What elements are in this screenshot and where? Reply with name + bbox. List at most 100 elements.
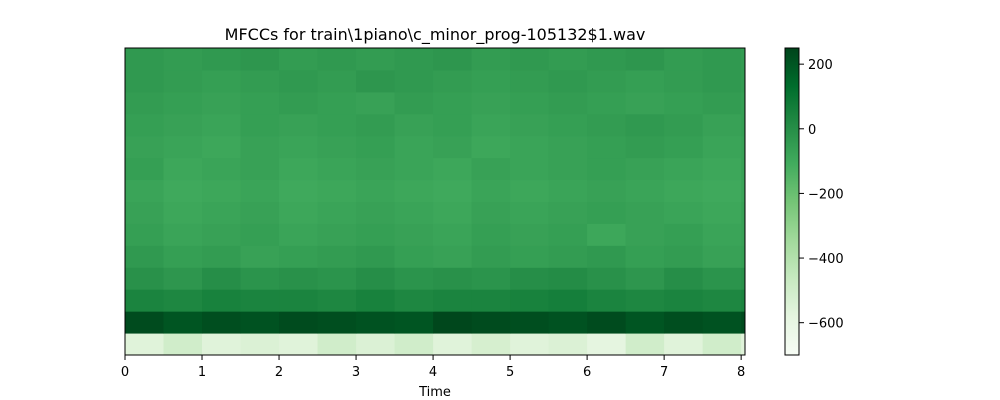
- heatmap-cell: [702, 289, 742, 312]
- heatmap-cell: [125, 69, 165, 93]
- heatmap-cell: [317, 157, 357, 181]
- heatmap-cell: [356, 201, 396, 224]
- heatmap-cell: [163, 91, 203, 115]
- heatmap-cell: [202, 69, 242, 93]
- heatmap-cell: [356, 245, 396, 268]
- heatmap-cell: [202, 135, 242, 159]
- heatmap-cell: [433, 223, 473, 246]
- heatmap-cell: [279, 289, 319, 312]
- colorbar-tick-label: −200: [808, 187, 844, 202]
- heatmap-cell: [356, 179, 396, 202]
- heatmap-cell: [510, 179, 550, 202]
- heatmap-cell: [394, 201, 434, 224]
- heatmap-cell: [317, 48, 357, 71]
- heatmap-cell: [317, 201, 357, 224]
- heatmap-cell: [625, 157, 665, 181]
- heatmap-cell: [548, 223, 588, 246]
- heatmap-cell: [433, 113, 473, 137]
- heatmap-cell: [664, 289, 704, 312]
- heatmap-cell: [394, 245, 434, 268]
- heatmap-cell: [625, 135, 665, 159]
- heatmap-cell: [317, 267, 357, 290]
- x-tick-label: 8: [737, 365, 745, 380]
- colorbar-axis: 200 0 −200 −400 −600: [799, 58, 844, 332]
- heatmap-cell: [625, 179, 665, 202]
- heatmap-cell: [125, 157, 165, 181]
- heatmap-cell: [471, 267, 511, 290]
- heatmap-cell: [317, 179, 357, 202]
- colorbar-tick-label: −600: [808, 317, 844, 332]
- heatmap-cell: [202, 311, 242, 334]
- heatmap-cell: [625, 223, 665, 246]
- heatmap-cell: [240, 91, 280, 115]
- heatmap-cell: [510, 91, 550, 115]
- heatmap-cell: [664, 311, 704, 334]
- x-axis: 0 1 2 3 4 5 6 7 8: [121, 355, 745, 380]
- heatmap-cell: [317, 91, 357, 115]
- heatmap-cell: [279, 179, 319, 202]
- heatmap-cell: [433, 157, 473, 181]
- heatmap-cell: [163, 267, 203, 290]
- heatmap-cell: [433, 311, 473, 334]
- heatmap-cell: [317, 311, 357, 334]
- heatmap-cell: [510, 69, 550, 93]
- heatmap-cell: [625, 289, 665, 312]
- heatmap-cell: [163, 48, 203, 71]
- heatmap-cell: [702, 201, 742, 224]
- heatmap-cell: [702, 91, 742, 115]
- heatmap-cell: [163, 333, 203, 356]
- heatmap-cell: [587, 179, 627, 202]
- heatmap-cell: [394, 333, 434, 356]
- x-tick-label: 5: [506, 365, 514, 380]
- heatmap-cell: [625, 311, 665, 334]
- heatmap-cell: [510, 289, 550, 312]
- heatmap-cell: [202, 48, 242, 71]
- colorbar-tick-label: −400: [808, 252, 844, 267]
- heatmap-cell: [279, 157, 319, 181]
- heatmap-cell: [702, 48, 742, 71]
- heatmap-cell: [510, 333, 550, 356]
- heatmap-cell: [433, 179, 473, 202]
- heatmap-cell: [741, 267, 746, 290]
- heatmap-cell: [202, 179, 242, 202]
- heatmap-cell: [125, 245, 165, 268]
- heatmap-cell: [741, 48, 746, 71]
- heatmap-cell: [510, 48, 550, 71]
- heatmap-cell: [163, 69, 203, 93]
- heatmap-cell: [664, 91, 704, 115]
- heatmap-cell: [664, 245, 704, 268]
- heatmap-cell: [163, 245, 203, 268]
- heatmap-cell: [471, 179, 511, 202]
- heatmap-cell: [394, 113, 434, 137]
- heatmap-cell: [163, 311, 203, 334]
- heatmap-cell: [625, 245, 665, 268]
- heatmap-cell: [433, 69, 473, 93]
- heatmap-cell: [471, 69, 511, 93]
- heatmap-cell: [125, 311, 165, 334]
- heatmap-cell: [702, 223, 742, 246]
- heatmap-cell: [741, 135, 746, 159]
- heatmap-cell: [702, 311, 742, 334]
- heatmap-cell: [240, 135, 280, 159]
- heatmap-plot-area: [125, 48, 746, 356]
- x-axis-label: Time: [418, 385, 451, 400]
- heatmap-cell: [664, 201, 704, 224]
- heatmap-cell: [471, 311, 511, 334]
- heatmap-cell: [356, 289, 396, 312]
- heatmap-cell: [279, 135, 319, 159]
- heatmap-cell: [317, 69, 357, 93]
- heatmap-cell: [741, 179, 746, 202]
- heatmap-cell: [741, 333, 746, 356]
- heatmap-cell: [356, 48, 396, 71]
- heatmap-cell: [548, 179, 588, 202]
- heatmap-cell: [202, 91, 242, 115]
- heatmap-cell: [240, 289, 280, 312]
- heatmap-cell: [510, 201, 550, 224]
- heatmap-cell: [664, 48, 704, 71]
- heatmap-cell: [702, 179, 742, 202]
- heatmap-cell: [356, 333, 396, 356]
- heatmap-cell: [510, 113, 550, 137]
- heatmap-cell: [356, 91, 396, 115]
- heatmap-cell: [279, 91, 319, 115]
- x-tick-label: 7: [660, 365, 668, 380]
